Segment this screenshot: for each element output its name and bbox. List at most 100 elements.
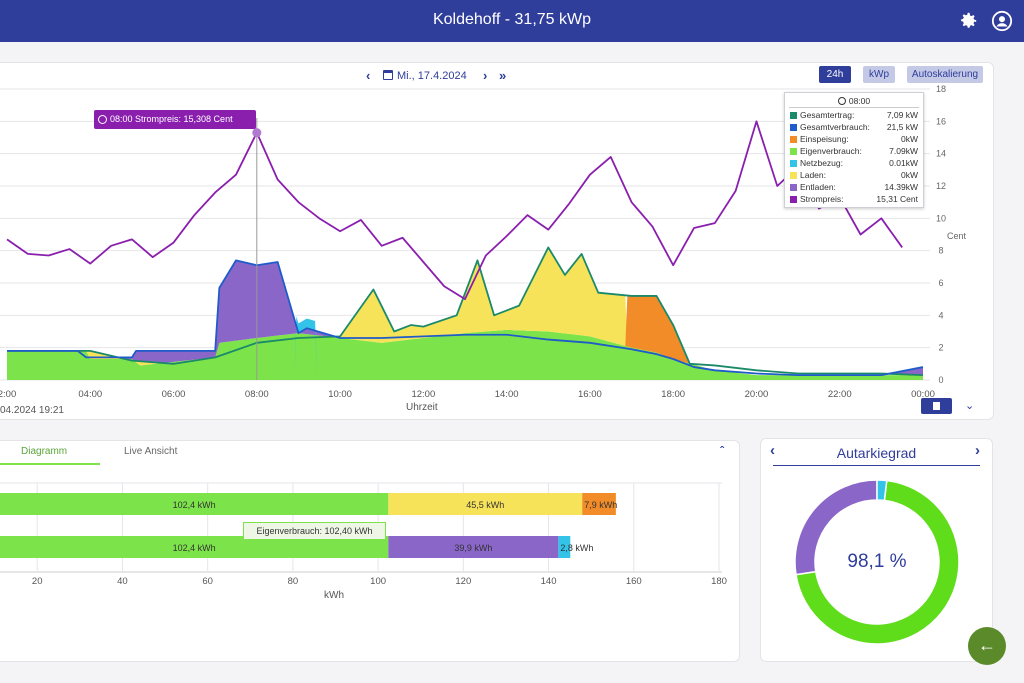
tooltip-row: Netzbezug: 0.01kW	[790, 158, 918, 170]
legend-swatch	[790, 124, 797, 131]
y-tick-label: 2	[938, 343, 943, 353]
chevron-left-icon[interactable]: ‹	[770, 442, 775, 459]
tooltip-row: Gesamtertrag: 7,09 kW	[790, 110, 918, 122]
tooltip-row-label: Gesamtverbrauch:	[800, 122, 870, 132]
tooltip-row-value: 7,09 kW	[886, 110, 918, 120]
donut-slice	[876, 479, 888, 502]
y-tick-label: 8	[938, 246, 943, 256]
price-tooltip-text: 08:00 Strompreis: 15,308 Cent	[110, 114, 233, 124]
entladen-area	[7, 260, 923, 376]
chevron-left-icon[interactable]: ‹	[366, 68, 371, 83]
tooltip-row: Gesamtverbrauch: 21,5 kW	[790, 122, 918, 134]
y-tick-label: 4	[938, 310, 943, 320]
price-tooltip: 08:00 Strompreis: 15,308 Cent	[94, 110, 256, 129]
tooltip-time-value: 08:00	[848, 96, 871, 106]
btn-kwp[interactable]: kWp	[863, 66, 895, 83]
tooltip-row-label: Eigenverbrauch:	[800, 146, 862, 156]
x-tick-label: 08:00	[245, 389, 269, 400]
back-button[interactable]: ←	[968, 627, 1006, 665]
clock-icon	[837, 97, 846, 105]
tooltip-row-label: Entladen:	[800, 182, 836, 192]
x-tick-label: 20:00	[745, 389, 769, 400]
tooltip-row-label: Einspeisung:	[800, 134, 849, 144]
clock-icon	[98, 115, 107, 124]
x-tick-label: 06:00	[162, 389, 186, 400]
arrow-left-icon: ←	[978, 635, 996, 655]
tooltip-time: 08:00	[785, 96, 923, 106]
double-chevron-right-icon[interactable]: »	[499, 68, 507, 83]
gesamtverbrauch-line	[7, 259, 924, 377]
x-tick-label: 10:00	[328, 389, 352, 400]
btn-24h[interactable]: 24h	[819, 66, 851, 83]
tooltip-row-value: 7.09kW	[889, 146, 918, 156]
x-tick-label: 12:00	[411, 389, 435, 400]
gesamtertrag-line	[7, 246, 924, 377]
tooltip-row: Einspeisung: 0kW	[790, 134, 918, 146]
x-tick-label: 14:00	[495, 389, 519, 400]
tooltip-row-label: Strompreis:	[800, 194, 844, 204]
tab-diagramm[interactable]: Diagramm	[21, 446, 68, 457]
y-tick-label: 0	[938, 375, 943, 385]
autarky-donut-chart	[794, 479, 960, 645]
x-tick-label: 22:00	[828, 389, 852, 400]
tooltip-row: Entladen: 14.39kW	[790, 182, 918, 194]
strompreis-line	[6, 120, 903, 301]
x-tick-label: 2:00	[0, 389, 16, 400]
tooltip-row-value: 21,5 kW	[886, 122, 918, 132]
legend-swatch	[790, 112, 797, 119]
legend-swatch	[790, 184, 797, 191]
tab-underline	[0, 463, 100, 465]
tooltip-row-value: 0kW	[901, 134, 918, 144]
x-axis-label: Uhrzeit	[406, 402, 438, 413]
document-icon	[933, 402, 940, 410]
tooltip-row: Strompreis: 15,31 Cent	[790, 194, 918, 206]
legend-swatch	[790, 136, 797, 143]
chevron-right-icon[interactable]: ›	[483, 68, 488, 83]
page-title: Koldehoff - 31,75 kWp	[432, 11, 592, 28]
chevron-right-icon[interactable]: ›	[975, 442, 980, 459]
date-label[interactable]: Mi., 17.4.2024	[397, 70, 467, 82]
export-button[interactable]	[921, 398, 952, 414]
x-tick-label: 04:00	[78, 389, 102, 400]
chevron-down-icon[interactable]: ⌄	[965, 400, 975, 412]
y-tick-label: 6	[938, 278, 943, 288]
autarky-title: Autarkiegrad	[836, 445, 917, 461]
tooltip-row-value: 15,31 Cent	[876, 194, 918, 204]
y-tick-label: 10	[936, 213, 946, 223]
btn-autoscale[interactable]: Autoskalierung	[907, 66, 983, 83]
chevron-up-icon[interactable]: ˆ	[720, 444, 724, 458]
legend-swatch	[790, 148, 797, 155]
calendar-icon	[383, 70, 393, 80]
price-marker	[252, 128, 262, 138]
tooltip-row-value: 14.39kW	[884, 182, 918, 192]
tooltip-row: Laden: 0kW	[790, 170, 918, 182]
y-tick-label: 18	[936, 84, 946, 94]
timestamp: 04.2024 19:21	[0, 405, 64, 416]
tooltip-row-label: Gesamtertrag:	[800, 110, 855, 120]
energy-area-chart: 0 2 4 6 8 10 12 14 16 18 2:00 04:00 06:00 08:00 10:00 1…	[0, 84, 946, 400]
legend-swatch	[790, 172, 797, 179]
legend-swatch	[790, 160, 797, 167]
account-icon[interactable]	[991, 10, 1013, 32]
tooltip-row-label: Laden:	[800, 170, 826, 180]
y-tick-label: 12	[936, 181, 946, 191]
tooltip-divider	[789, 107, 919, 108]
tab-live-ansicht[interactable]: Live Ansicht	[124, 446, 178, 457]
x-tick-label: 00:00	[911, 389, 935, 400]
laden-area	[7, 247, 923, 376]
y-tick-label: 16	[936, 116, 946, 126]
bar-chart-card	[0, 440, 740, 662]
y-tick-label: 14	[936, 149, 946, 159]
gear-icon[interactable]	[957, 10, 979, 32]
tooltip-row-label: Netzbezug:	[800, 158, 843, 168]
bar-tooltip: Eigenverbrauch: 102,40 kWh	[243, 522, 386, 540]
tooltip-row-value: 0kW	[901, 170, 918, 180]
tooltip-row: Eigenverbrauch: 7.09kW	[790, 146, 918, 158]
autarky-value: 98,1 %	[847, 551, 907, 572]
donut-slice	[795, 479, 960, 645]
details-tooltip: 08:00 Gesamtertrag: 7,09 kW Gesamtverbrauc…	[784, 92, 924, 208]
app-header: Koldehoff - 31,75 kWp	[0, 0, 1024, 42]
x-tick-label: 18:00	[661, 389, 685, 400]
bar-x-axis-label: kWh	[324, 590, 344, 601]
legend-swatch	[790, 196, 797, 203]
